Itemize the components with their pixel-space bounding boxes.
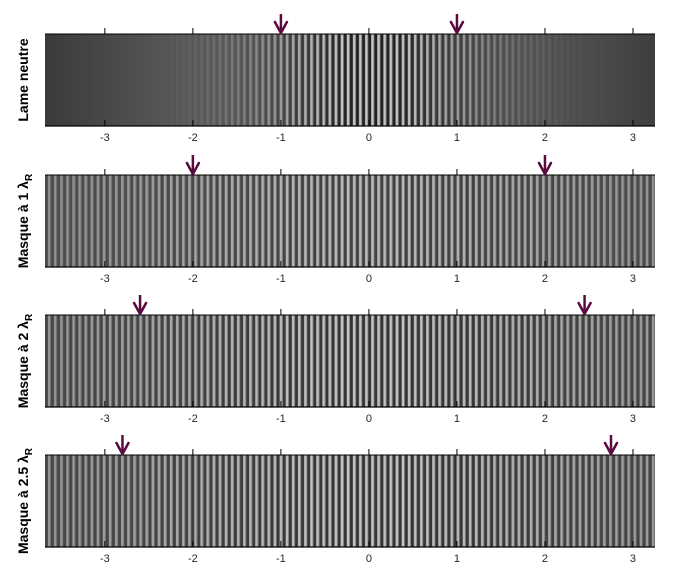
panel-3: -3 -2 -1 0 1 2 3 Masque à 2 λR: [15, 295, 655, 425]
tick-label: 1: [454, 132, 460, 144]
row-label: Lame neutre: [15, 38, 31, 121]
tick-label: 0: [366, 553, 372, 565]
arrow-marker: [449, 14, 465, 35]
tick-label: 1: [454, 553, 460, 565]
tick-label: -3: [100, 273, 110, 285]
row-label: Masque à 2 λR: [15, 313, 35, 408]
tick-label: -2: [188, 413, 198, 425]
tick-label: 0: [366, 273, 372, 285]
tick-label: -1: [276, 132, 286, 144]
tick-label: -1: [276, 273, 286, 285]
arrow-marker: [603, 435, 619, 456]
tick-label: 3: [630, 413, 636, 425]
tick-label: 0: [366, 132, 372, 144]
panel-1: -3 -2 -1 0 1 2 3 Lame neutre: [15, 14, 655, 144]
arrow-marker: [185, 155, 201, 176]
tick-label: 2: [542, 132, 548, 144]
arrow-marker: [273, 14, 289, 35]
tick-label: -2: [188, 553, 198, 565]
arrow-marker: [577, 295, 592, 316]
arrow-marker: [115, 435, 130, 456]
tick-label: 2: [542, 553, 548, 565]
arrow-marker: [132, 295, 148, 316]
row-label: Masque à 2.5 λR: [15, 447, 35, 554]
tick-label: 3: [630, 553, 636, 565]
tick-label: 3: [630, 132, 636, 144]
arrow-marker: [537, 155, 553, 176]
row-label: Masque à 1 λR: [15, 173, 35, 268]
tick-label: -3: [100, 132, 110, 144]
tick-label: 1: [454, 413, 460, 425]
panel-2: -3 -2 -1 0 1 2 3 Masque à 1 λR: [15, 155, 655, 285]
panel-4: -3 -2 -1 0 1 2 3 Masque à 2.5 λR: [15, 435, 655, 565]
tick-label: 3: [630, 273, 636, 285]
tick-label: -3: [100, 553, 110, 565]
tick-label: -2: [188, 132, 198, 144]
tick-label: -2: [188, 273, 198, 285]
tick-label: -1: [276, 553, 286, 565]
tick-label: -1: [276, 413, 286, 425]
tick-label: 2: [542, 413, 548, 425]
tick-label: 2: [542, 273, 548, 285]
tick-label: -3: [100, 413, 110, 425]
tick-label: 0: [366, 413, 372, 425]
tick-label: 1: [454, 273, 460, 285]
